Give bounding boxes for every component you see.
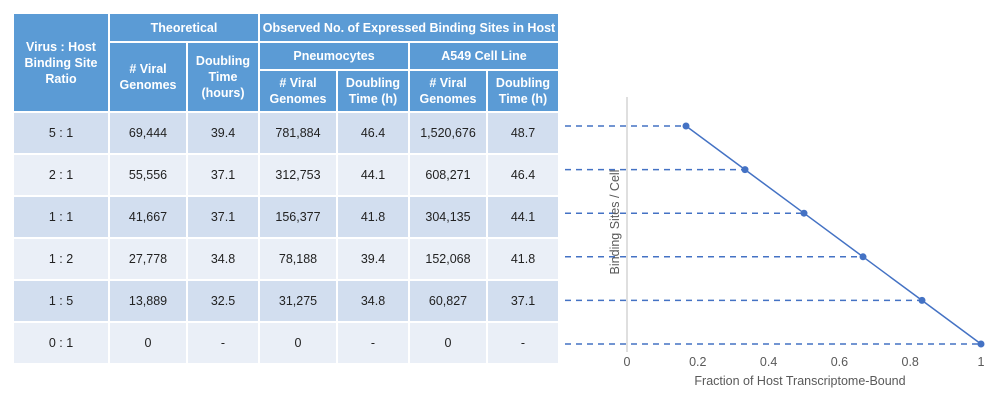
col-header-theo-genomes: # Viral Genomes — [108, 41, 188, 113]
table-cell: 608,271 — [408, 153, 488, 197]
table-cell: 41,667 — [108, 195, 188, 239]
col-header-a549-doubling: Doubling Time (h) — [486, 69, 560, 113]
table-cell: 1,520,676 — [408, 111, 488, 155]
table-cell: 13,889 — [108, 279, 188, 323]
a549-header: A549 Cell Line — [408, 41, 560, 71]
col-header-pneu-genomes: # Viral Genomes — [258, 69, 338, 113]
series-line — [685, 125, 982, 345]
table-cell: 152,068 — [408, 237, 488, 281]
ratio-header: Virus : Host Binding Site Ratio — [12, 12, 110, 113]
data-point — [682, 122, 690, 130]
table-row: 1 : 1 41,667 37.1 156,377 41.8 304,135 4… — [12, 195, 560, 239]
ratio-cell: 1 : 5 — [12, 279, 110, 323]
ratio-cell: 0 : 1 — [12, 321, 110, 365]
guide-lines — [565, 125, 981, 345]
table-cell: 304,135 — [408, 195, 488, 239]
table-row: 5 : 1 69,444 39.4 781,884 46.4 1,520,676… — [12, 111, 560, 155]
table-cell: 39.4 — [186, 111, 260, 155]
table-cell: 46.4 — [336, 111, 410, 155]
table-cell: 48.7 — [486, 111, 560, 155]
ratio-cell: 1 : 2 — [12, 237, 110, 281]
table-cell: 0 — [258, 321, 338, 365]
col-header-pneu-doubling: Doubling Time (h) — [336, 69, 410, 113]
table-row: 1 : 2 27,778 34.8 78,188 39.4 152,068 41… — [12, 237, 560, 281]
table-cell: 34.8 — [186, 237, 260, 281]
table-row: 2 : 1 55,556 37.1 312,753 44.1 608,271 4… — [12, 153, 560, 197]
data-point — [800, 209, 808, 217]
table-cell: 37.1 — [486, 279, 560, 323]
table-cell: 55,556 — [108, 153, 188, 197]
table-cell: 34.8 — [336, 279, 410, 323]
x-tick-label: 0 — [624, 355, 631, 369]
table-cell: 46.4 — [486, 153, 560, 197]
table-cell: 27,778 — [108, 237, 188, 281]
x-axis-label: Fraction of Host Transcriptome-Bound — [694, 374, 905, 388]
data-point — [918, 296, 926, 304]
data-point — [977, 340, 985, 348]
table-cell: 31,275 — [258, 279, 338, 323]
x-tick-label: 0.2 — [689, 355, 706, 369]
table-cell: 39.4 — [336, 237, 410, 281]
x-tick-label: 0.8 — [902, 355, 919, 369]
table-cell: 156,377 — [258, 195, 338, 239]
ratio-cell: 1 : 1 — [12, 195, 110, 239]
table-cell: - — [186, 321, 260, 365]
data-point — [859, 253, 867, 261]
col-header-a549-genomes: # Viral Genomes — [408, 69, 488, 113]
data-table: Virus : Host Binding Site Ratio Theoreti… — [12, 12, 560, 365]
table-cell: 44.1 — [486, 195, 560, 239]
pneumocytes-header: Pneumocytes — [258, 41, 410, 71]
x-tick-label: 0.6 — [831, 355, 848, 369]
table-cell: 78,188 — [258, 237, 338, 281]
ratio-cell: 2 : 1 — [12, 153, 110, 197]
table-cell: 41.8 — [486, 237, 560, 281]
table-cell: 37.1 — [186, 195, 260, 239]
table-cell: 60,827 — [408, 279, 488, 323]
table-cell: 41.8 — [336, 195, 410, 239]
x-tick-label: 0.4 — [760, 355, 777, 369]
table-cell: 37.1 — [186, 153, 260, 197]
table-cell: 781,884 — [258, 111, 338, 155]
y-axis-label: Binding Sites / Cell — [608, 170, 622, 275]
table-cell: - — [336, 321, 410, 365]
x-tick-labels: 0 0.2 0.4 0.6 0.8 1 — [624, 355, 985, 369]
table-cell: 0 — [408, 321, 488, 365]
table-cell: 69,444 — [108, 111, 188, 155]
table-row: 0 : 1 0 - 0 - 0 - — [12, 321, 560, 365]
table-cell: 312,753 — [258, 153, 338, 197]
table-row: 1 : 5 13,889 32.5 31,275 34.8 60,827 37.… — [12, 279, 560, 323]
table-cell: 32.5 — [186, 279, 260, 323]
col-header-theo-doubling: Doubling Time (hours) — [186, 41, 260, 113]
data-point — [741, 166, 749, 174]
observed-header: Observed No. of Expressed Binding Sites … — [258, 12, 560, 43]
table-cell: - — [486, 321, 560, 365]
theoretical-header: Theoretical — [108, 12, 260, 43]
table-cell: 44.1 — [336, 153, 410, 197]
data-points — [682, 122, 985, 348]
ratio-cell: 5 : 1 — [12, 111, 110, 155]
table-cell: 0 — [108, 321, 188, 365]
x-tick-label: 1 — [978, 355, 985, 369]
